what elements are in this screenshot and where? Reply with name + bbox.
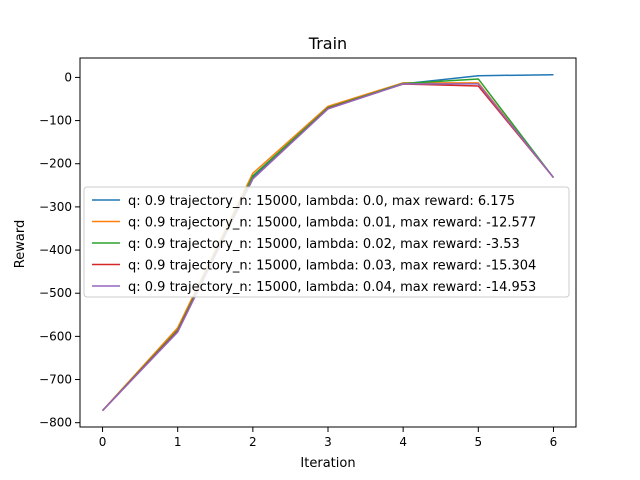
y-tick-label: −200: [39, 157, 72, 171]
legend-label-1: q: 0.9 trajectory_n: 15000, lambda: 0.01…: [128, 216, 536, 231]
legend-label-4: q: 0.9 trajectory_n: 15000, lambda: 0.04…: [128, 280, 536, 295]
x-tick-label: 2: [249, 435, 257, 449]
y-tick-label: 0: [64, 70, 72, 84]
x-axis-label: Iteration: [300, 456, 355, 471]
y-tick-label: −800: [39, 416, 72, 430]
x-tick-label: 5: [474, 435, 482, 449]
legend-label-0: q: 0.9 trajectory_n: 15000, lambda: 0.0,…: [128, 194, 515, 209]
y-tick-label: −500: [39, 286, 72, 300]
series-line-1: [101, 82, 555, 412]
legend: q: 0.9 trajectory_n: 15000, lambda: 0.0,…: [83, 186, 570, 298]
y-tick-label: −400: [39, 243, 72, 257]
plot-frame: [79, 57, 577, 428]
legend-label-2: q: 0.9 trajectory_n: 15000, lambda: 0.02…: [128, 237, 520, 252]
chart-title: Train: [308, 34, 347, 53]
y-tick-label: −100: [39, 114, 72, 128]
y-tick-label: −600: [39, 329, 72, 343]
x-tick-label: 3: [324, 435, 332, 449]
y-tick-label: −300: [39, 200, 72, 214]
legend-label-3: q: 0.9 trajectory_n: 15000, lambda: 0.03…: [128, 259, 536, 274]
x-tick-label: 1: [174, 435, 182, 449]
x-tick-label: 6: [550, 435, 558, 449]
y-tick-label: −700: [39, 373, 72, 387]
axis-ticks: 0 1 2 3 4 5 6 0 −100 −200 −300 −400 −500 −600 −700 −800: [39, 70, 557, 449]
x-tick-label: 4: [399, 435, 407, 449]
series-line-4: [102, 83, 555, 412]
plot-lines: [101, 74, 555, 412]
x-tick-label: 0: [99, 435, 107, 449]
y-axis-label: Reward: [13, 220, 28, 268]
legend-box: [83, 186, 570, 298]
